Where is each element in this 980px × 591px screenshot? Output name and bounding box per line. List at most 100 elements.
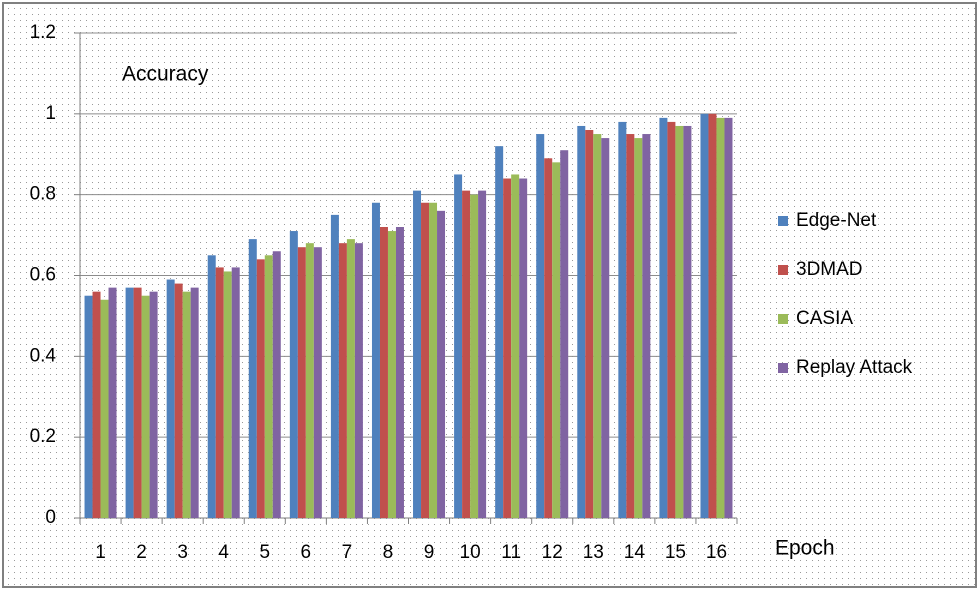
- bar: [149, 291, 158, 518]
- bar: [659, 117, 668, 518]
- x-axis-label: Epoch: [775, 537, 835, 560]
- x-tick-label: 10: [460, 542, 481, 563]
- annotation: Accuracy: [122, 63, 209, 86]
- bar: [256, 259, 265, 518]
- bar: [700, 113, 709, 518]
- bar: [716, 117, 725, 518]
- bar: [100, 299, 109, 518]
- bar: [330, 214, 339, 518]
- bar: [519, 178, 528, 518]
- y-tick-label: 1: [45, 103, 56, 124]
- x-tick-label: 6: [301, 542, 312, 563]
- x-tick-label: 7: [342, 542, 353, 563]
- bar: [379, 227, 388, 518]
- y-tick-label: 0.4: [30, 345, 57, 366]
- bar: [495, 146, 504, 518]
- bar: [642, 134, 651, 518]
- x-tick-label: 5: [259, 542, 270, 563]
- bar: [503, 178, 512, 518]
- bar: [84, 295, 93, 518]
- bar: [92, 291, 101, 518]
- bar: [190, 287, 199, 518]
- bar: [511, 174, 520, 519]
- bar: [667, 121, 676, 519]
- bar: [437, 210, 446, 519]
- bar: [272, 251, 281, 518]
- bar: [141, 295, 150, 518]
- bar: [223, 271, 232, 518]
- bar: [421, 202, 430, 518]
- bar: [133, 287, 142, 518]
- bar: [297, 247, 306, 519]
- bar: [371, 202, 380, 518]
- y-tick-label: 1.2: [30, 22, 56, 43]
- x-tick-label: 9: [424, 542, 435, 563]
- x-tick-label: 15: [665, 542, 686, 563]
- bar: [215, 267, 224, 518]
- bar: [724, 117, 733, 518]
- x-tick-label: 4: [218, 542, 229, 563]
- y-tick-label: 0: [45, 507, 56, 528]
- legend-swatch: [778, 363, 788, 373]
- x-tick-label: 1: [95, 542, 106, 563]
- bar: [462, 190, 471, 518]
- bar: [544, 158, 553, 518]
- legend-label: CASIA: [796, 308, 853, 329]
- bar: [560, 150, 569, 519]
- bar: [552, 162, 561, 519]
- bar: [338, 243, 347, 518]
- legend-label: Edge-Net: [796, 210, 877, 231]
- bar: [354, 243, 363, 518]
- y-tick-label: 0.6: [30, 265, 56, 286]
- bar: [387, 231, 396, 518]
- bar: [634, 138, 643, 519]
- bar: [207, 255, 216, 518]
- x-tick-label: 16: [706, 542, 727, 563]
- bar: [313, 247, 322, 519]
- bar: [708, 113, 717, 518]
- bar: [264, 255, 273, 518]
- bar: [601, 138, 610, 519]
- bar: [454, 174, 463, 519]
- bar: [585, 130, 594, 518]
- bar: [675, 125, 684, 518]
- bar: [182, 291, 191, 518]
- y-tick-label: 0.2: [30, 426, 56, 447]
- bar: [626, 134, 635, 518]
- bar: [166, 279, 175, 518]
- bar: [289, 231, 298, 518]
- bar: [478, 190, 487, 518]
- y-tick-label: 0.8: [30, 184, 56, 205]
- bar: [346, 239, 355, 518]
- bar: [108, 287, 117, 518]
- legend-label: Replay Attack: [796, 357, 913, 378]
- bar: [429, 202, 438, 518]
- bar: [125, 287, 134, 518]
- bar: [536, 134, 545, 518]
- x-tick-label: 11: [501, 542, 521, 563]
- legend-label: 3DMAD: [796, 259, 863, 280]
- bar: [593, 134, 602, 518]
- bar: [248, 239, 257, 518]
- bar: [174, 283, 183, 518]
- bar: [683, 125, 692, 518]
- x-tick-label: 14: [624, 542, 646, 563]
- bar: [413, 190, 422, 518]
- legend-swatch: [778, 216, 788, 226]
- bar: [618, 121, 627, 519]
- x-tick-label: 12: [542, 542, 563, 563]
- x-tick-label: 13: [583, 542, 604, 563]
- x-tick-label: 3: [177, 542, 188, 563]
- bar: [470, 194, 479, 518]
- bar: [231, 267, 240, 518]
- x-tick-label: 8: [383, 542, 394, 563]
- legend-swatch: [778, 314, 788, 324]
- bar: [577, 125, 586, 518]
- legend-swatch: [778, 265, 788, 275]
- bar: [395, 227, 404, 518]
- x-tick-label: 2: [136, 542, 147, 563]
- bar: [305, 243, 314, 518]
